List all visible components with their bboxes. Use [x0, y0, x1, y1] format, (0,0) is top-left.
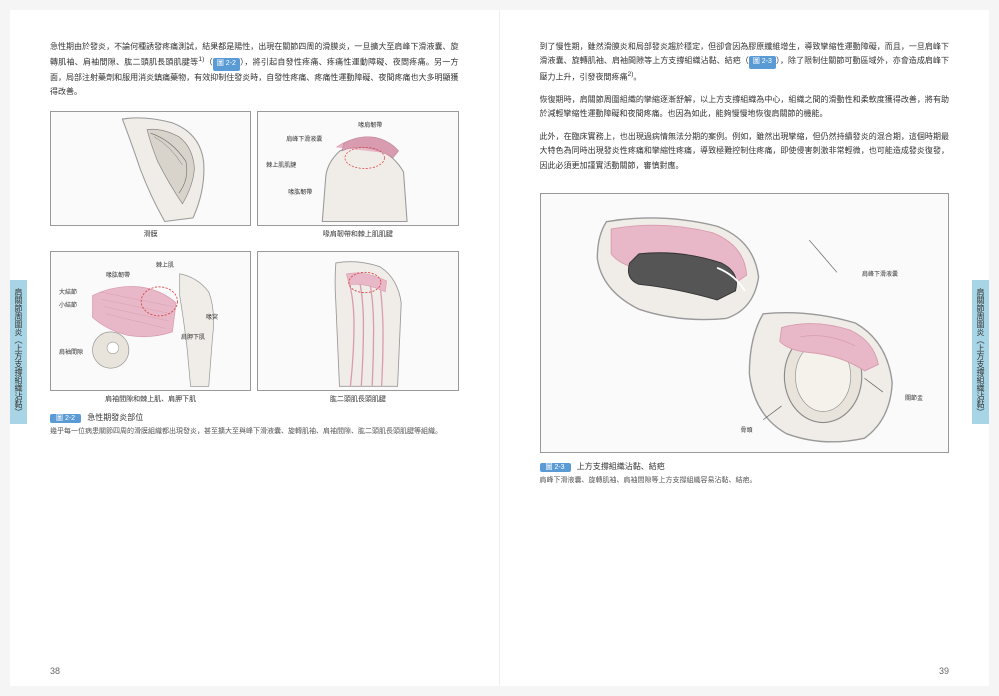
figure-reference: 圖 2-2: [213, 58, 240, 71]
figure-tag: 圖 2-2: [50, 414, 81, 423]
page-number: 39: [939, 666, 949, 676]
figure-description: 幾乎每一位病患關節四周的滑膜組織都出現發炎，甚至擴大至與峰下滑液囊、旋轉肌袖、肩…: [50, 426, 459, 437]
paragraph-1: 到了慢性期，雖然滑膜炎和局部發炎趨於穩定，但卻會因為膠原纖維增生，導致攣縮性運動…: [540, 40, 950, 85]
page-number: 38: [50, 666, 60, 676]
figure-caption: 喙肩韌帶和棘上肌肌腱: [257, 229, 458, 239]
figure-caption: 滑膜: [50, 229, 251, 239]
figure-caption: 肱二頭肌長頭肌腱: [257, 394, 458, 404]
anatomy-label: 關節盂: [905, 393, 923, 402]
figure-title-text: 急性期發炎部位: [87, 413, 143, 422]
left-page: 肩關節周圍炎（上方支撐組織沾黏） 急性期由於發炎，不論何種誘發疼痛測試，結果都是…: [10, 10, 500, 686]
figure-tag: 圖 2-3: [540, 463, 571, 472]
anatomy-label: 喙肱韌帶: [288, 187, 312, 196]
anatomy-label: 大結節: [59, 287, 77, 296]
anatomy-label: 喙突: [206, 312, 218, 321]
paragraph-3: 此外，在臨床實務上，也出現過病情無法分期的案例。例如，雖然出現攣縮，但仍然持續發…: [540, 130, 950, 173]
anatomy-label: 喙肩韌帶: [358, 120, 382, 129]
figure-title: 圖 2-3 上方支撐組織沾黏、結疤: [540, 461, 950, 472]
figure-2-3: 肩峰下滑液囊 骨頭 關節盂: [540, 193, 950, 453]
figure-caption: 肩袖間隙和棘上肌、肩胛下肌: [50, 394, 251, 404]
figure-title: 圖 2-2 急性期發炎部位: [50, 412, 459, 423]
anatomy-label: 肩峰下滑液囊: [286, 134, 322, 143]
anatomy-label: 肩袖間隙: [59, 347, 83, 356]
section-tab-right: 肩關節周圍炎（上方支撐組織沾黏）: [972, 280, 989, 424]
paragraph-2: 恢復期時，肩關節周圍組織的攣縮逐漸舒解，以上方支撐組織為中心，組織之間的滑動性和…: [540, 93, 950, 122]
figure-grid-row2: 棘上肌 喙肱韌帶 大結節 小結節 喙突 肩袖間隙 肩胛下肌 肩袖間隙和棘上肌、肩…: [50, 251, 459, 404]
section-tab-left: 肩關節周圍炎（上方支撐組織沾黏）: [10, 280, 27, 424]
citation-sup: 1): [198, 56, 204, 63]
anatomy-label: 棘上肌肌腱: [266, 160, 296, 169]
figure-cell: 滑膜: [50, 111, 251, 239]
figure-cell: 肱二頭肌長頭肌腱: [257, 251, 458, 404]
paragraph-1: 急性期由於發炎，不論何種誘發疼痛測試，結果都是陽性，出現在關節四周的滑膜炎，一旦…: [50, 40, 459, 99]
anatomy-adhesion-icon: [541, 194, 949, 452]
figure-2-2d: [257, 251, 458, 391]
anatomy-shoulder-synovium-icon: [51, 112, 250, 225]
anatomy-label: 棘上肌: [156, 260, 174, 269]
anatomy-label: 肩峰下滑液囊: [862, 269, 898, 278]
figure-title-text: 上方支撐組織沾黏、結疤: [577, 462, 665, 471]
anatomy-label: 骨頭: [741, 425, 753, 434]
page-spread: 肩關節周圍炎（上方支撐組織沾黏） 急性期由於發炎，不論何種誘發疼痛測試，結果都是…: [10, 10, 989, 686]
right-page: 肩關節周圍炎（上方支撐組織沾黏） 到了慢性期，雖然滑膜炎和局部發炎趨於穩定，但卻…: [500, 10, 990, 686]
anatomy-label: 肩胛下肌: [181, 332, 205, 341]
anatomy-label: 喙肱韌帶: [106, 270, 130, 279]
anatomy-label: 小結節: [59, 300, 77, 309]
anatomy-rotator-interval-icon: [51, 252, 250, 390]
anatomy-biceps-tendon-icon: [258, 252, 457, 390]
figure-grid-row1: 滑膜 喙肩韌帶 肩峰下滑液囊 棘上肌肌腱 喙肱韌帶 喙肩韌帶和棘上肌肌腱: [50, 111, 459, 239]
figure-cell: 喙肩韌帶 肩峰下滑液囊 棘上肌肌腱 喙肱韌帶 喙肩韌帶和棘上肌肌腱: [257, 111, 458, 239]
figure-description: 肩峰下滑液囊、旋轉肌袖、肩袖間隙等上方支撐組織容易沾黏、結疤。: [540, 475, 950, 486]
figure-2-2a: [50, 111, 251, 226]
figure-cell: 棘上肌 喙肱韌帶 大結節 小結節 喙突 肩袖間隙 肩胛下肌 肩袖間隙和棘上肌、肩…: [50, 251, 251, 404]
text: 。: [633, 73, 641, 82]
figure-2-2b: 喙肩韌帶 肩峰下滑液囊 棘上肌肌腱 喙肱韌帶: [257, 111, 458, 226]
figure-reference: 圖 2-3: [749, 56, 776, 69]
figure-2-2c: 棘上肌 喙肱韌帶 大結節 小結節 喙突 肩袖間隙 肩胛下肌: [50, 251, 251, 391]
